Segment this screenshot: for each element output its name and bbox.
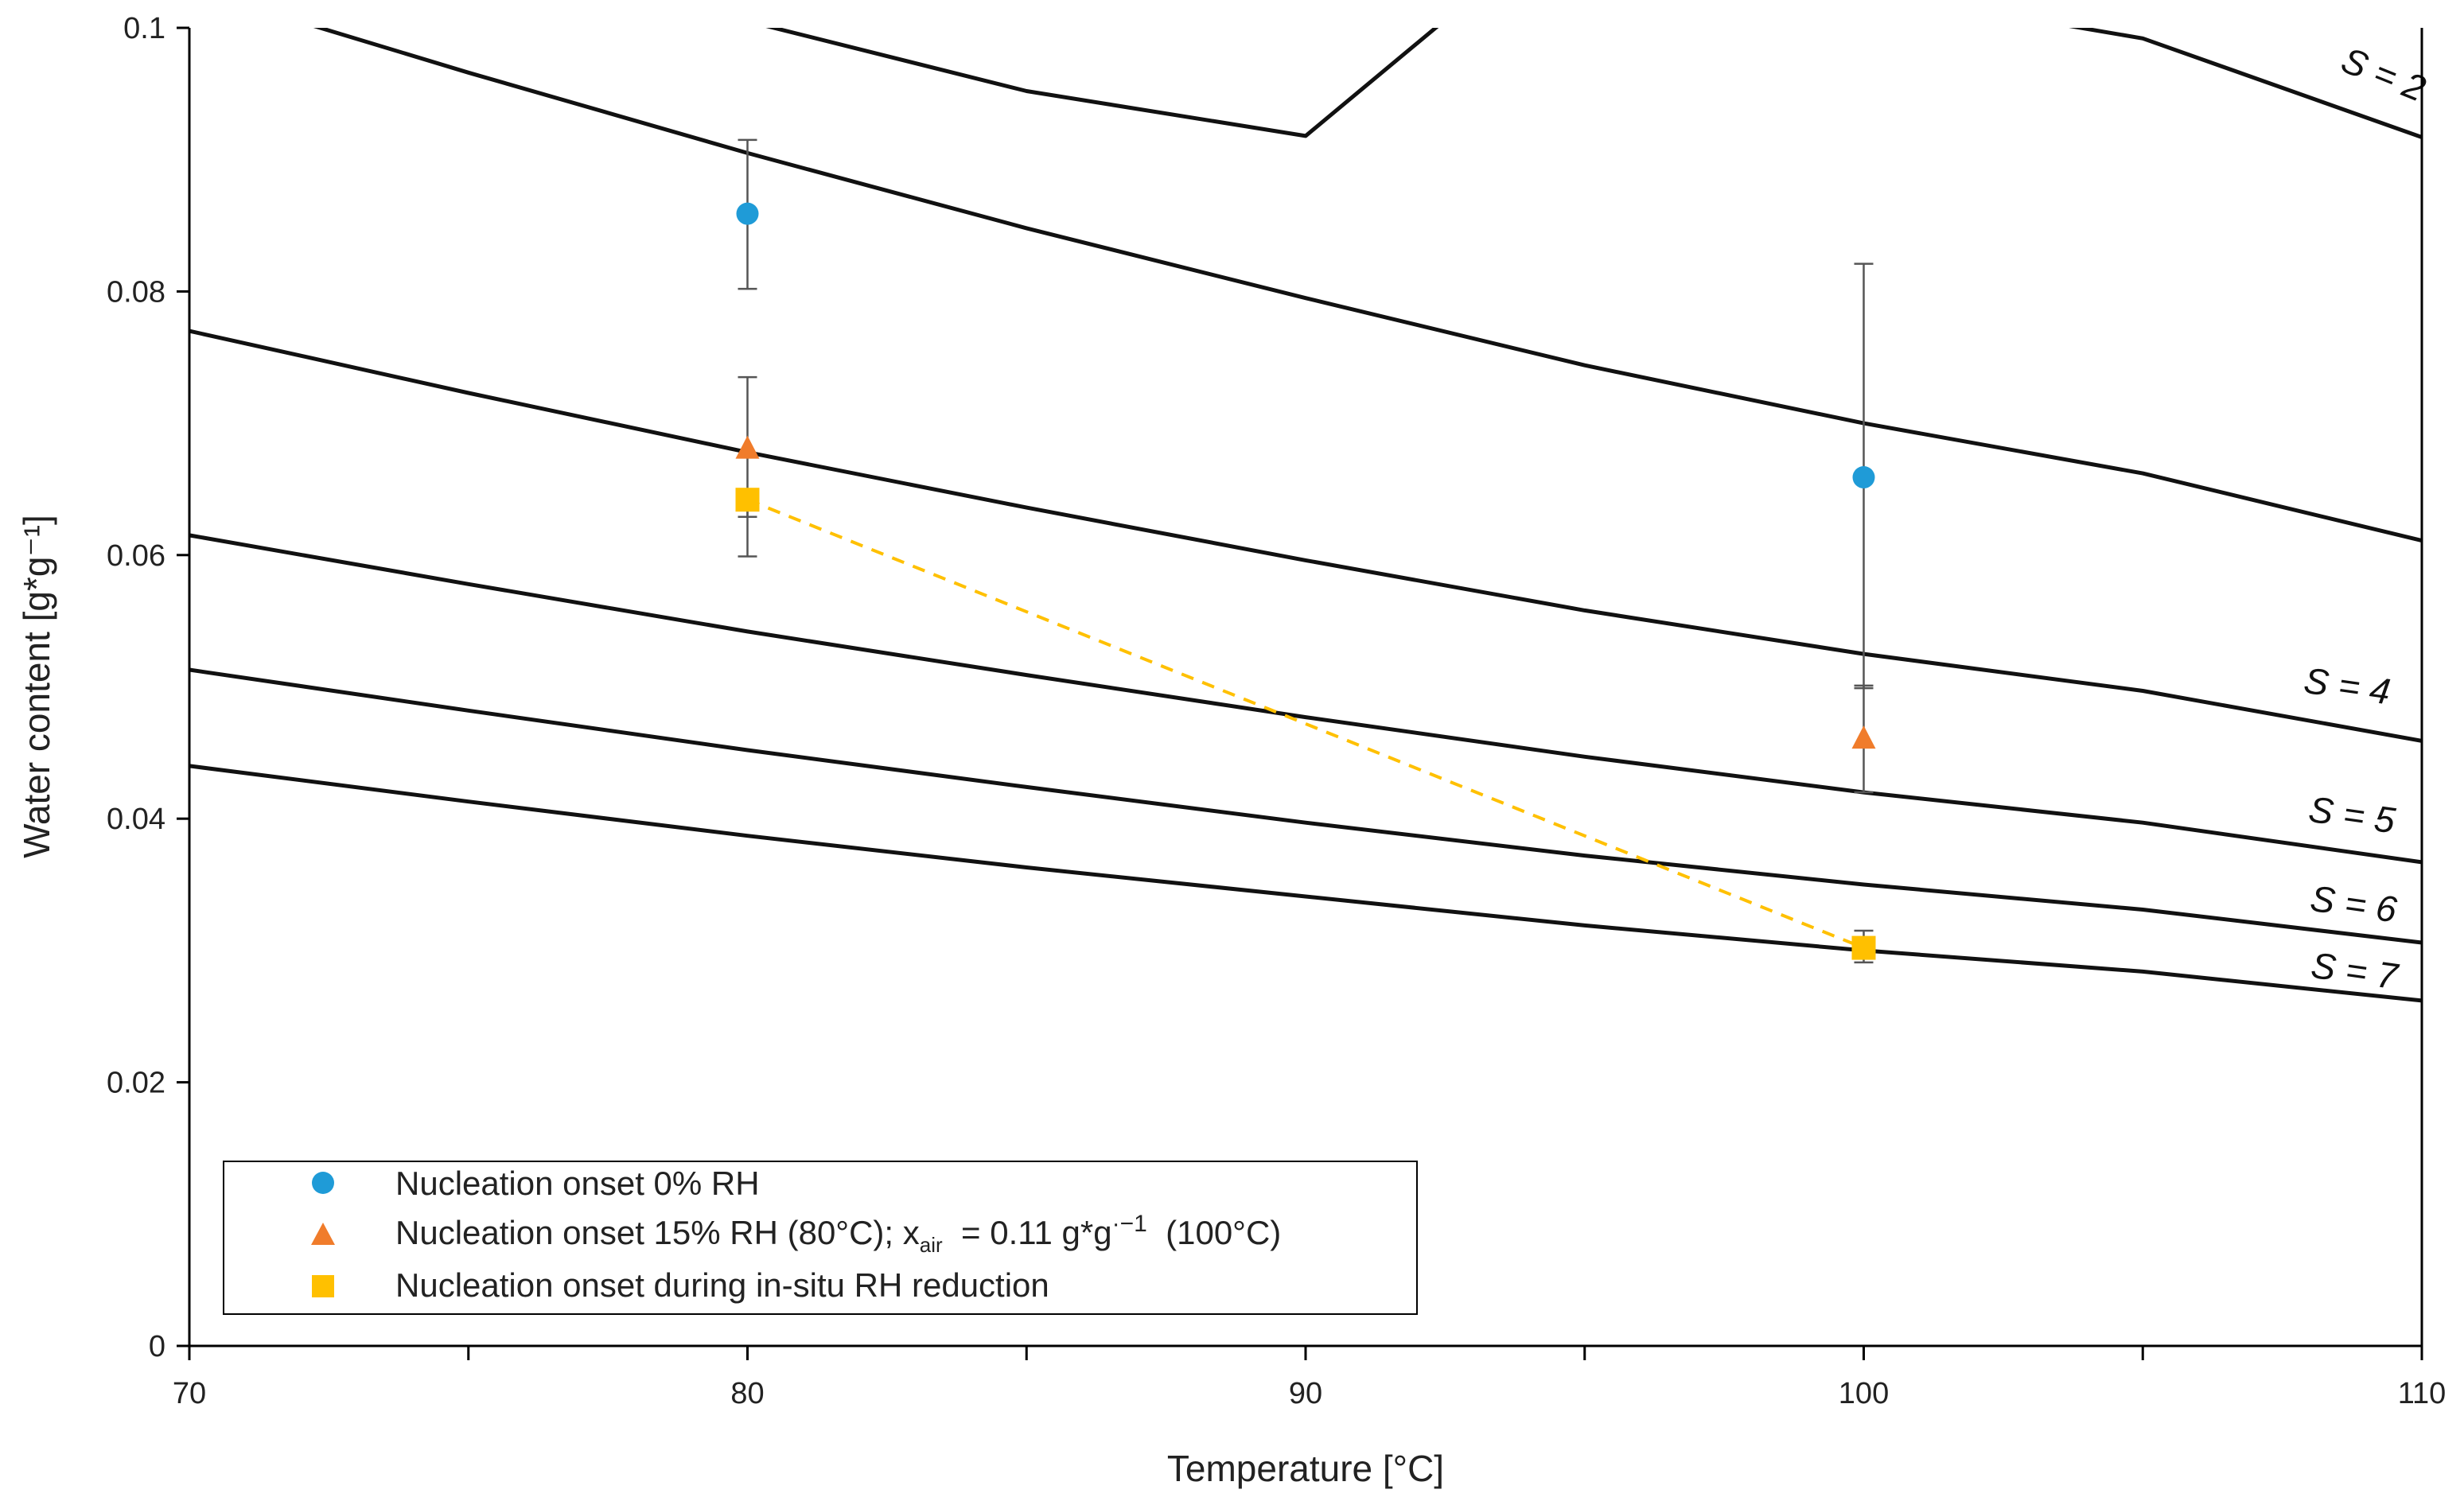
marker-circle-80: [736, 202, 759, 225]
y-axis-title: Water content [g*g⁻¹]: [16, 515, 57, 858]
legend: Nucleation onset 0% RH Nucleation onset …: [223, 1161, 1418, 1315]
y-tick-label-0.06: 0.06: [107, 539, 165, 573]
axes: [188, 28, 2423, 1348]
curve-s6: [189, 667, 2422, 945]
curve-label-s4: S = 4: [2302, 659, 2393, 713]
legend-label-1-sub: air: [920, 1233, 943, 1257]
x-tick-label-80: 80: [730, 1377, 764, 1410]
dashed-line-rh-reduction: [746, 498, 1865, 950]
y-tick-label-0.04: 0.04: [107, 803, 165, 836]
y-tick-label-0.08: 0.08: [107, 275, 165, 309]
curve-s5: [189, 533, 2422, 865]
legend-marker-circle: [312, 1172, 334, 1194]
marker-triangle-80: [735, 435, 760, 459]
legend-label-2: Nucleation onset during in-situ RH reduc…: [395, 1266, 1049, 1304]
curve-label-s5: S = 5: [2306, 788, 2398, 842]
marker-square-80: [735, 488, 760, 512]
marker-triangle-100: [1851, 725, 1876, 749]
x-tick-label-110: 110: [2398, 1377, 2446, 1410]
error-bars: [738, 138, 1874, 964]
x-ticks: 70 80 90 100 110: [173, 1346, 2446, 1410]
marker-square-100: [1851, 935, 1876, 960]
legend-label-1-part-c: (100°C): [1147, 1214, 1282, 1251]
legend-label-1-sup: ·−1: [1112, 1211, 1147, 1237]
legend-marker-triangle: [311, 1223, 335, 1245]
curve-s4: [189, 329, 2422, 743]
rh-reduction-dashed-line: [746, 498, 1865, 950]
curve-s3: [313, 28, 2422, 543]
y-tick-label-0: 0: [149, 1330, 165, 1363]
saturation-curves: [189, 28, 2422, 1003]
curve-s7: [189, 764, 2422, 1003]
marker-circle-100: [1852, 466, 1875, 489]
x-tick-label-90: 90: [1289, 1377, 1322, 1410]
curve-label-s2: S = 2: [2336, 39, 2431, 110]
legend-marker-square: [312, 1275, 334, 1297]
x-tick-label-70: 70: [173, 1377, 206, 1410]
y-ticks: 0 0.02 0.04 0.06 0.08 0.1: [107, 12, 189, 1363]
data-markers: [735, 202, 1876, 960]
legend-label-1-part-b: = 0.11 g*g: [943, 1214, 1112, 1251]
x-axis-title: Temperature [°C]: [1167, 1448, 1444, 1489]
legend-box: [223, 1161, 1418, 1315]
legend-label-1-part-a: Nucleation onset 15% RH (80°C); x: [395, 1214, 920, 1251]
x-tick-label-100: 100: [1839, 1377, 1889, 1410]
legend-label-0: Nucleation onset 0% RH: [395, 1165, 760, 1202]
legend-label-1: Nucleation onset 15% RH (80°C); xair = 0…: [395, 1211, 1281, 1257]
curve-s2: [765, 28, 2422, 139]
y-tick-label-0.02: 0.02: [107, 1067, 165, 1100]
y-tick-label-0.1: 0.1: [123, 12, 165, 45]
curve-label-s6: S = 6: [2308, 877, 2400, 931]
